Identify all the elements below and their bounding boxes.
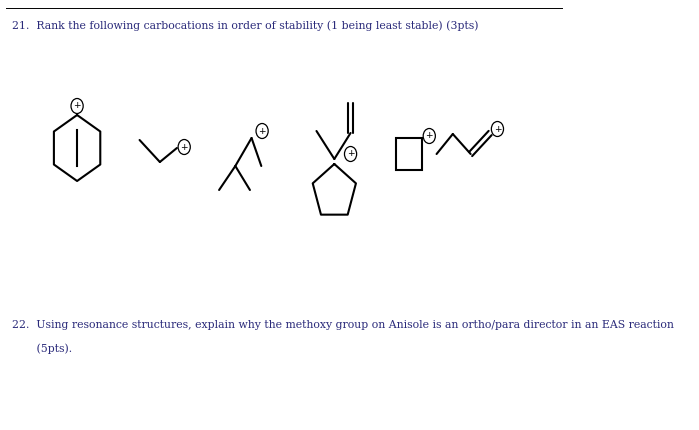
Text: +: + xyxy=(180,142,188,151)
Text: 21.  Rank the following carbocations in order of stability (1 being least stable: 21. Rank the following carbocations in o… xyxy=(12,20,479,31)
Text: +: + xyxy=(347,150,354,159)
Text: +: + xyxy=(426,132,433,141)
Text: +: + xyxy=(73,101,81,111)
Text: (5pts).: (5pts). xyxy=(12,343,72,353)
Text: 22.  Using resonance structures, explain why the methoxy group on Anisole is an : 22. Using resonance structures, explain … xyxy=(12,320,674,330)
Bar xyxy=(396,138,422,170)
Text: +: + xyxy=(493,125,501,133)
Text: +: + xyxy=(259,126,266,135)
